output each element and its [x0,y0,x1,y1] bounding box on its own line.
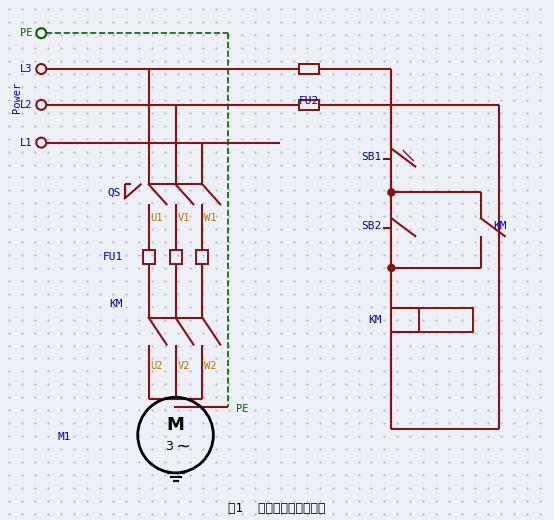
Bar [299,100,319,110]
Text: V1: V1 [177,213,190,223]
Bar [299,64,319,74]
Bar [419,308,474,332]
Circle shape [388,189,395,196]
Text: FU1: FU1 [102,252,123,262]
Bar [143,250,155,264]
Text: L1: L1 [20,138,32,148]
Bar [170,250,182,264]
Text: KM: KM [493,221,506,231]
Text: V2: V2 [177,361,190,371]
Text: ~: ~ [175,438,190,456]
Bar [197,250,208,264]
Text: PE: PE [20,28,32,38]
Text: FU2: FU2 [299,96,319,106]
Text: L2: L2 [20,100,32,110]
Text: Power: Power [12,82,22,113]
Text: L3: L3 [20,64,32,74]
Text: KM: KM [109,299,123,309]
Text: KM: KM [368,315,382,324]
Circle shape [388,265,395,271]
Text: QS: QS [107,187,121,198]
Text: 3: 3 [165,440,172,453]
Text: W1: W1 [204,213,217,223]
Text: 图1  电机自锁控制电路图: 图1 电机自锁控制电路图 [228,502,326,515]
Text: M: M [167,416,184,434]
Text: M1: M1 [58,432,71,442]
Text: W2: W2 [204,361,217,371]
Text: SB2: SB2 [361,221,382,231]
Text: SB1: SB1 [361,151,382,162]
Text: U2: U2 [151,361,163,371]
Text: PE: PE [236,404,249,414]
Text: U1: U1 [151,213,163,223]
